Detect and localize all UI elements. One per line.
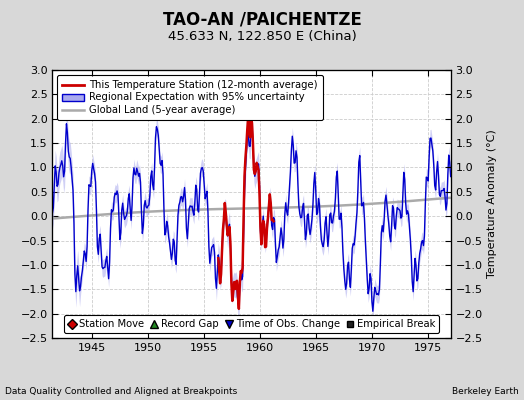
Text: TAO-AN /PAICHENTZE: TAO-AN /PAICHENTZE xyxy=(162,10,362,28)
Legend: Station Move, Record Gap, Time of Obs. Change, Empirical Break: Station Move, Record Gap, Time of Obs. C… xyxy=(64,315,439,333)
Y-axis label: Temperature Anomaly (°C): Temperature Anomaly (°C) xyxy=(487,130,497,278)
Text: 45.633 N, 122.850 E (China): 45.633 N, 122.850 E (China) xyxy=(168,30,356,43)
Text: Berkeley Earth: Berkeley Earth xyxy=(452,387,519,396)
Text: Data Quality Controlled and Aligned at Breakpoints: Data Quality Controlled and Aligned at B… xyxy=(5,387,237,396)
